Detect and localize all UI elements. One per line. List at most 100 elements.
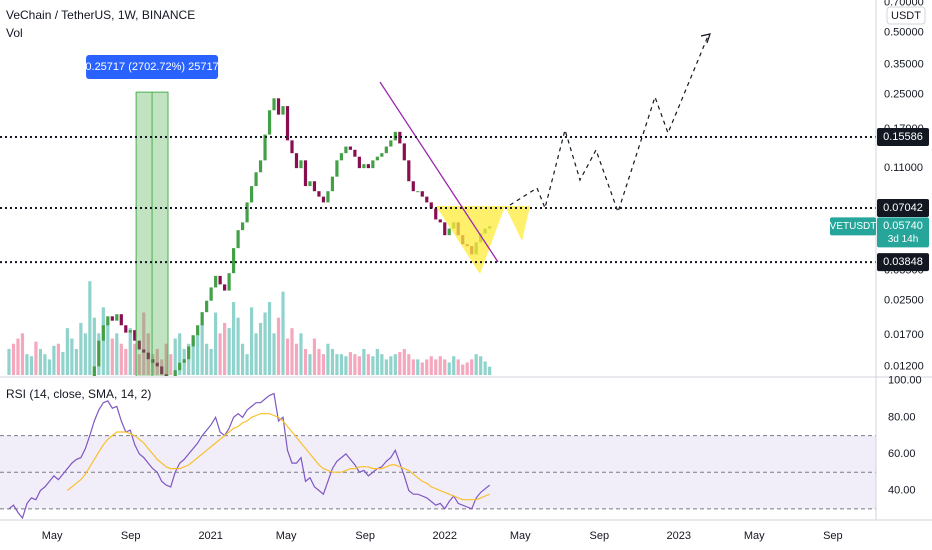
candle [173,370,177,376]
volume-bar [470,359,474,375]
y-tick-label: 0.11000 [884,162,923,174]
y-tick-label: 0.01200 [884,360,924,372]
rsi-line [67,413,490,501]
candle [106,316,110,326]
volume-bar [79,322,83,375]
countdown-label: 3d 14h [888,234,919,245]
candle [218,275,222,285]
rsi-tick-label: 60.00 [888,448,916,460]
x-tick-label: May [42,530,63,542]
volume-bar [245,354,249,375]
projection-path [509,35,709,214]
symbol-label-box [830,217,876,236]
candle [281,106,285,115]
chart-title: VeChain / TetherUS, 1W, BINANCE [6,8,195,22]
volume-bar [456,359,460,375]
candle [92,366,96,376]
pattern-triangle [436,206,505,274]
candle [443,222,447,236]
volume-bar [402,348,406,375]
candle [146,352,150,360]
volume-bar [434,359,438,375]
volume-bar [128,328,132,375]
volume-bar [119,343,123,375]
volume-bar [380,354,384,375]
candle [425,196,429,203]
volume-bar [249,307,254,375]
volume-bar [411,359,415,375]
volume-bar [227,328,231,375]
candle [124,325,128,333]
candle [429,202,433,209]
volume-bar [330,348,335,375]
currency-label[interactable]: USDT [891,10,921,22]
volume-legend: Vol [6,26,23,40]
volume-bar [375,348,379,375]
candle [254,172,258,187]
volume-bar [488,366,492,375]
volume-bar [124,348,128,375]
level-label: 0.07042 [883,202,923,214]
volume-bar [294,343,299,375]
volume-bar [263,312,267,375]
volume-bar [106,322,110,375]
volume-bar [353,354,357,375]
volume-bar [137,354,141,375]
volume-bar [223,322,227,375]
volume-bar [101,307,105,375]
level-label-box [877,127,929,146]
volume-bar [83,333,87,375]
candle [294,153,299,169]
currency-box[interactable] [886,6,926,25]
volume-bar [240,343,245,375]
candle [227,273,231,291]
candle [133,330,137,341]
volume-bar [366,354,370,375]
volume-bar [187,343,191,375]
y-tick-label: 0.70000 [884,0,924,8]
candle [438,219,442,223]
y-tick-label: 0.01700 [884,329,924,341]
candle [434,208,438,220]
candle [326,191,330,203]
x-tick-label: May [276,530,297,542]
candle [384,146,388,154]
candle [285,106,290,141]
volume-bar [214,312,218,375]
volume-bar [61,352,65,375]
candle [366,164,370,169]
pattern-triangle [505,206,530,241]
candle [258,160,263,173]
volume-bar [74,348,78,375]
volume-bar [362,348,366,375]
volume-bar [438,356,442,375]
volume-bar [200,322,204,375]
candle [303,160,308,187]
volume-bar [258,322,263,375]
volume-bar [299,333,303,375]
candle [245,202,249,223]
volume-bar [461,364,465,375]
x-tick-label: 2021 [198,530,222,542]
rsi-title: RSI (14, close, SMA, 14, 2) [6,387,151,401]
measure-label: 0.25717 (2702.72%) 25717 [85,61,218,73]
volume-bar [25,354,29,375]
candle [182,359,186,363]
volume-bar [465,362,469,375]
volume-bar [232,302,236,375]
volume-bar [443,359,447,375]
candle [249,186,254,203]
volume-bar [92,317,96,375]
candle [272,98,276,111]
volume-bar [276,317,281,375]
level-label-box [877,253,929,272]
x-tick-label: May [744,530,765,542]
symbol-label: VETUSDT [830,221,877,232]
candle [110,316,114,321]
projection-arrow [700,33,711,44]
volume-bar [357,356,361,375]
price-pane [7,91,492,376]
candle [191,335,195,347]
candle [312,181,317,192]
